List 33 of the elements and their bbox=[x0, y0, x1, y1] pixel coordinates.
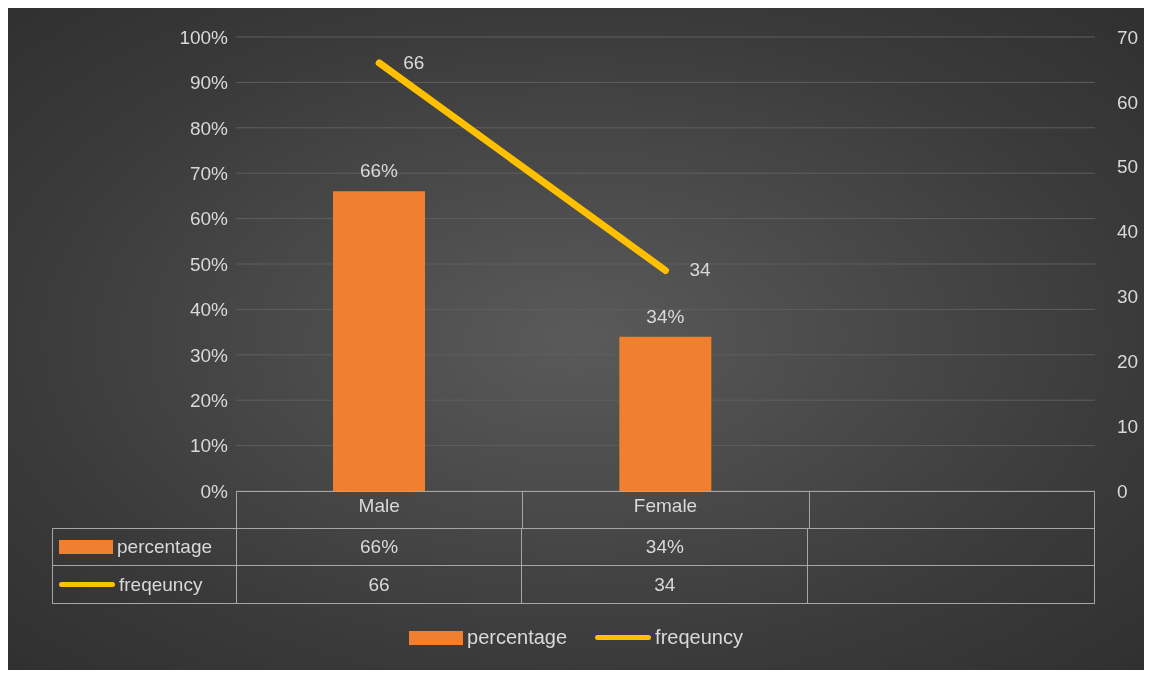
y-tick-label: 90% bbox=[189, 72, 229, 94]
y-tick-label: 70% bbox=[189, 162, 229, 184]
y2-tick-label: 30 bbox=[1117, 286, 1139, 308]
y-tick-label: 40% bbox=[189, 299, 229, 321]
y2-tick-label: 50 bbox=[1117, 156, 1139, 178]
y2-tick-label: 60 bbox=[1117, 91, 1139, 113]
data-label: 66% bbox=[236, 529, 523, 565]
y-tick-label: 0% bbox=[200, 480, 229, 502]
data-label: 66 bbox=[236, 566, 523, 603]
text: 66% bbox=[359, 160, 399, 182]
data-label: 34% bbox=[522, 529, 809, 565]
y2-tick-label: 10 bbox=[1117, 415, 1139, 437]
y2-tick-label: 20 bbox=[1117, 351, 1139, 373]
text: freqeuncy bbox=[655, 626, 743, 648]
text: 66 bbox=[403, 51, 425, 73]
y-tick-label: 100% bbox=[179, 26, 229, 48]
y-tick-label: 60% bbox=[189, 208, 229, 230]
y2-tick-label: 70 bbox=[1117, 26, 1139, 48]
data-label: 34 bbox=[522, 566, 809, 603]
legend-label: percentage bbox=[117, 536, 213, 558]
text: percentage bbox=[467, 626, 568, 648]
y-tick-label: 30% bbox=[189, 344, 229, 366]
y2-tick-label: 0 bbox=[1117, 480, 1128, 502]
y-tick-label: 20% bbox=[189, 389, 229, 411]
y-tick-label: 50% bbox=[189, 253, 229, 275]
legend-label: freqeuncy bbox=[119, 573, 203, 596]
y-tick-label: 10% bbox=[189, 435, 229, 457]
y-tick-label: 80% bbox=[189, 117, 229, 139]
text: 34% bbox=[646, 305, 685, 327]
text: 34 bbox=[689, 259, 711, 281]
x-tick-label: Male bbox=[358, 495, 400, 517]
y2-tick-label: 40 bbox=[1117, 221, 1139, 243]
x-tick-label: Female bbox=[633, 495, 698, 517]
